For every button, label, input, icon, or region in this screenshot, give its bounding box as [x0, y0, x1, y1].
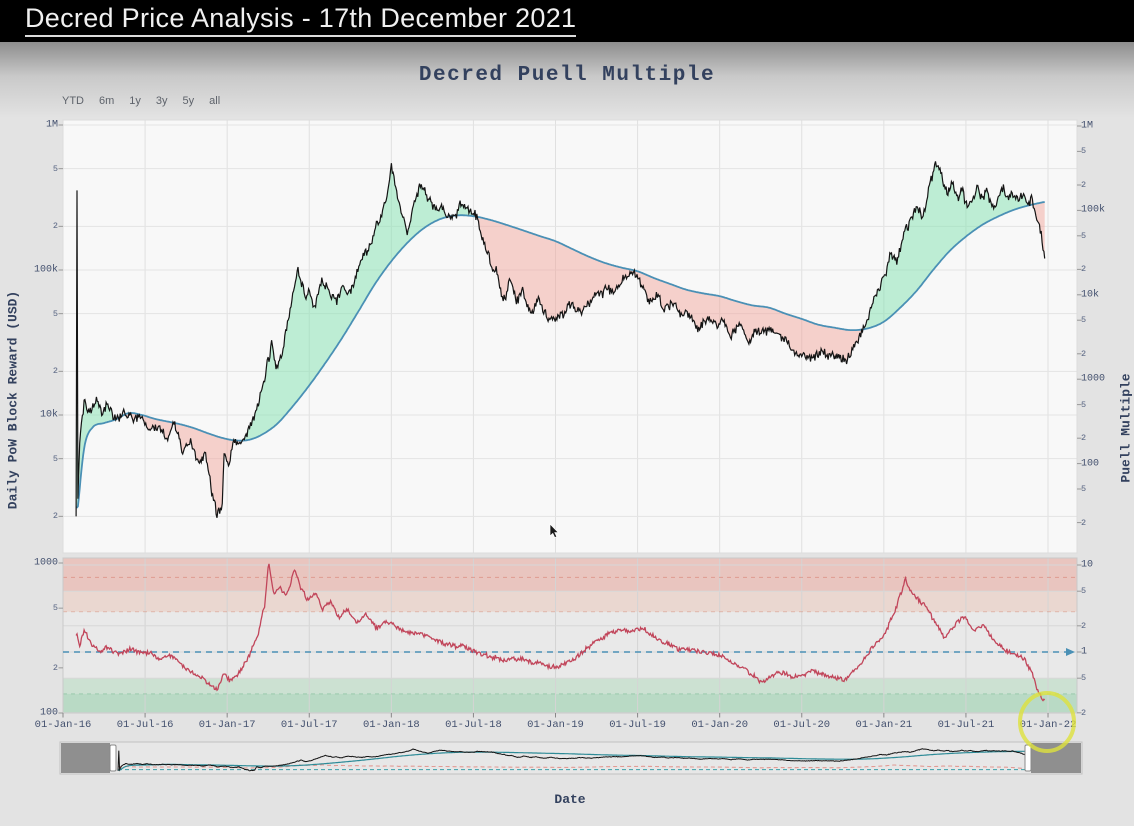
y-tick-left: 1M [45, 119, 58, 131]
y-tick-lower-right: 2 [1081, 620, 1087, 631]
y-tick-left: 2 [52, 221, 58, 232]
y-tick-right: 5 [1081, 146, 1087, 157]
right-axis-title: Puell Multiple [1118, 373, 1134, 483]
y-tick-lower-right: 5 [1081, 673, 1087, 684]
y-tick-lower-right: 5 [1081, 586, 1087, 597]
x-tick-label: 01-Jan-19 [527, 719, 584, 731]
y-tick-right: 10k [1081, 289, 1100, 301]
x-tick-label: 01-Jan-20 [691, 719, 749, 731]
left-axis-title: Daily PoW Block Reward (USD) [5, 290, 21, 510]
x-tick-label: 01-Jan-21 [855, 719, 913, 731]
background-gradient [0, 42, 1134, 118]
y-tick-right: 2 [1081, 264, 1087, 275]
slider-handle-right[interactable] [1024, 744, 1032, 772]
range-button-6m[interactable]: 6m [99, 95, 115, 107]
y-tick-lower-left: 1000 [33, 557, 58, 569]
y-tick-lower-left: 2 [52, 662, 58, 673]
x-tick-label: 01-Jul-20 [773, 719, 831, 731]
range-slider-minichart [117, 748, 1025, 772]
mini-ma-line [118, 750, 1025, 771]
y-tick-left: 5 [52, 163, 58, 174]
band-low [63, 678, 1077, 694]
x-tick-label: 01-Jan-16 [34, 719, 92, 731]
y-tick-left: 100k [33, 264, 58, 276]
band-overvalued [63, 558, 1077, 592]
y-tick-right: 2 [1081, 348, 1087, 359]
slider-masked-left [61, 743, 110, 773]
y-tick-lower-right: 2 [1081, 707, 1087, 718]
y-tick-left: 2 [52, 511, 58, 522]
range-button-5y[interactable]: 5y [182, 95, 195, 107]
range-button-1y[interactable]: 1y [129, 95, 141, 107]
y-tick-right: 5 [1081, 230, 1087, 241]
x-tick-label: 01-Jul-17 [280, 719, 338, 731]
y-tick-right: 2 [1081, 433, 1087, 444]
mini-price-line [117, 748, 1025, 772]
puell-multiple-line [75, 563, 1046, 702]
y-tick-right: 5 [1081, 399, 1087, 410]
reference-arrow-icon [1066, 648, 1075, 656]
y-tick-right: 2 [1081, 179, 1087, 190]
range-button-YTD[interactable]: YTD [62, 95, 84, 107]
slider-handle-left[interactable] [109, 744, 117, 772]
x-tick-label: 01-Jan-18 [362, 719, 420, 731]
video-title: Decred Price Analysis - 17th December 20… [25, 3, 577, 37]
x-tick-label: 01-Jan-22 [1019, 719, 1077, 731]
y-tick-right: 2 [1081, 517, 1087, 528]
range-selector: YTD 6m 1y 3y 5y all [62, 95, 220, 107]
main-plot-background [63, 120, 1077, 553]
mouse-cursor-icon [549, 523, 560, 539]
mini-puell-line [118, 764, 1025, 769]
band-high [63, 591, 1077, 612]
x-tick-label: 01-Jul-16 [116, 719, 174, 731]
price-ma-fills [76, 161, 1045, 518]
video-title-bar: Decred Price Analysis - 17th December 20… [0, 0, 1134, 42]
ma-line [76, 201, 1045, 509]
y-tick-left: 10k [39, 409, 58, 421]
y-tick-lower-left: 100 [39, 707, 58, 719]
y-tick-lower-left: 5 [52, 603, 58, 614]
y-tick-right: 5 [1081, 484, 1087, 494]
band-undervalued [63, 693, 1077, 713]
y-tick-left: 5 [52, 453, 58, 464]
y-tick-right: 100 [1081, 458, 1100, 470]
x-tick-label: 01-Jul-18 [445, 719, 502, 731]
y-tick-right: 1M [1081, 120, 1094, 132]
y-tick-right: 5 [1081, 315, 1087, 326]
x-tick-label: 01-Jul-21 [937, 719, 995, 731]
page-title: Decred Puell Multiple [418, 64, 716, 87]
range-slider-track[interactable] [59, 741, 1083, 775]
lower-plot-background [63, 558, 1077, 713]
x-tick-label: 01-Jul-19 [609, 719, 666, 731]
x-axis-title: Date [554, 792, 586, 807]
y-tick-left: 5 [52, 308, 58, 319]
y-tick-right: 100k [1081, 204, 1106, 216]
y-tick-left: 2 [52, 366, 58, 377]
y-tick-lower-right: 10 [1081, 559, 1094, 571]
x-tick-label: 01-Jan-17 [198, 719, 256, 731]
slider-masked-right [1031, 743, 1081, 773]
watermark: checkonchain.com [506, 122, 628, 134]
price-line [75, 161, 1046, 518]
range-button-3y[interactable]: 3y [155, 95, 168, 107]
range-button-all[interactable]: all [209, 95, 221, 107]
y-tick-lower-right: 1 [1081, 646, 1088, 658]
y-tick-right: 1000 [1081, 373, 1106, 385]
